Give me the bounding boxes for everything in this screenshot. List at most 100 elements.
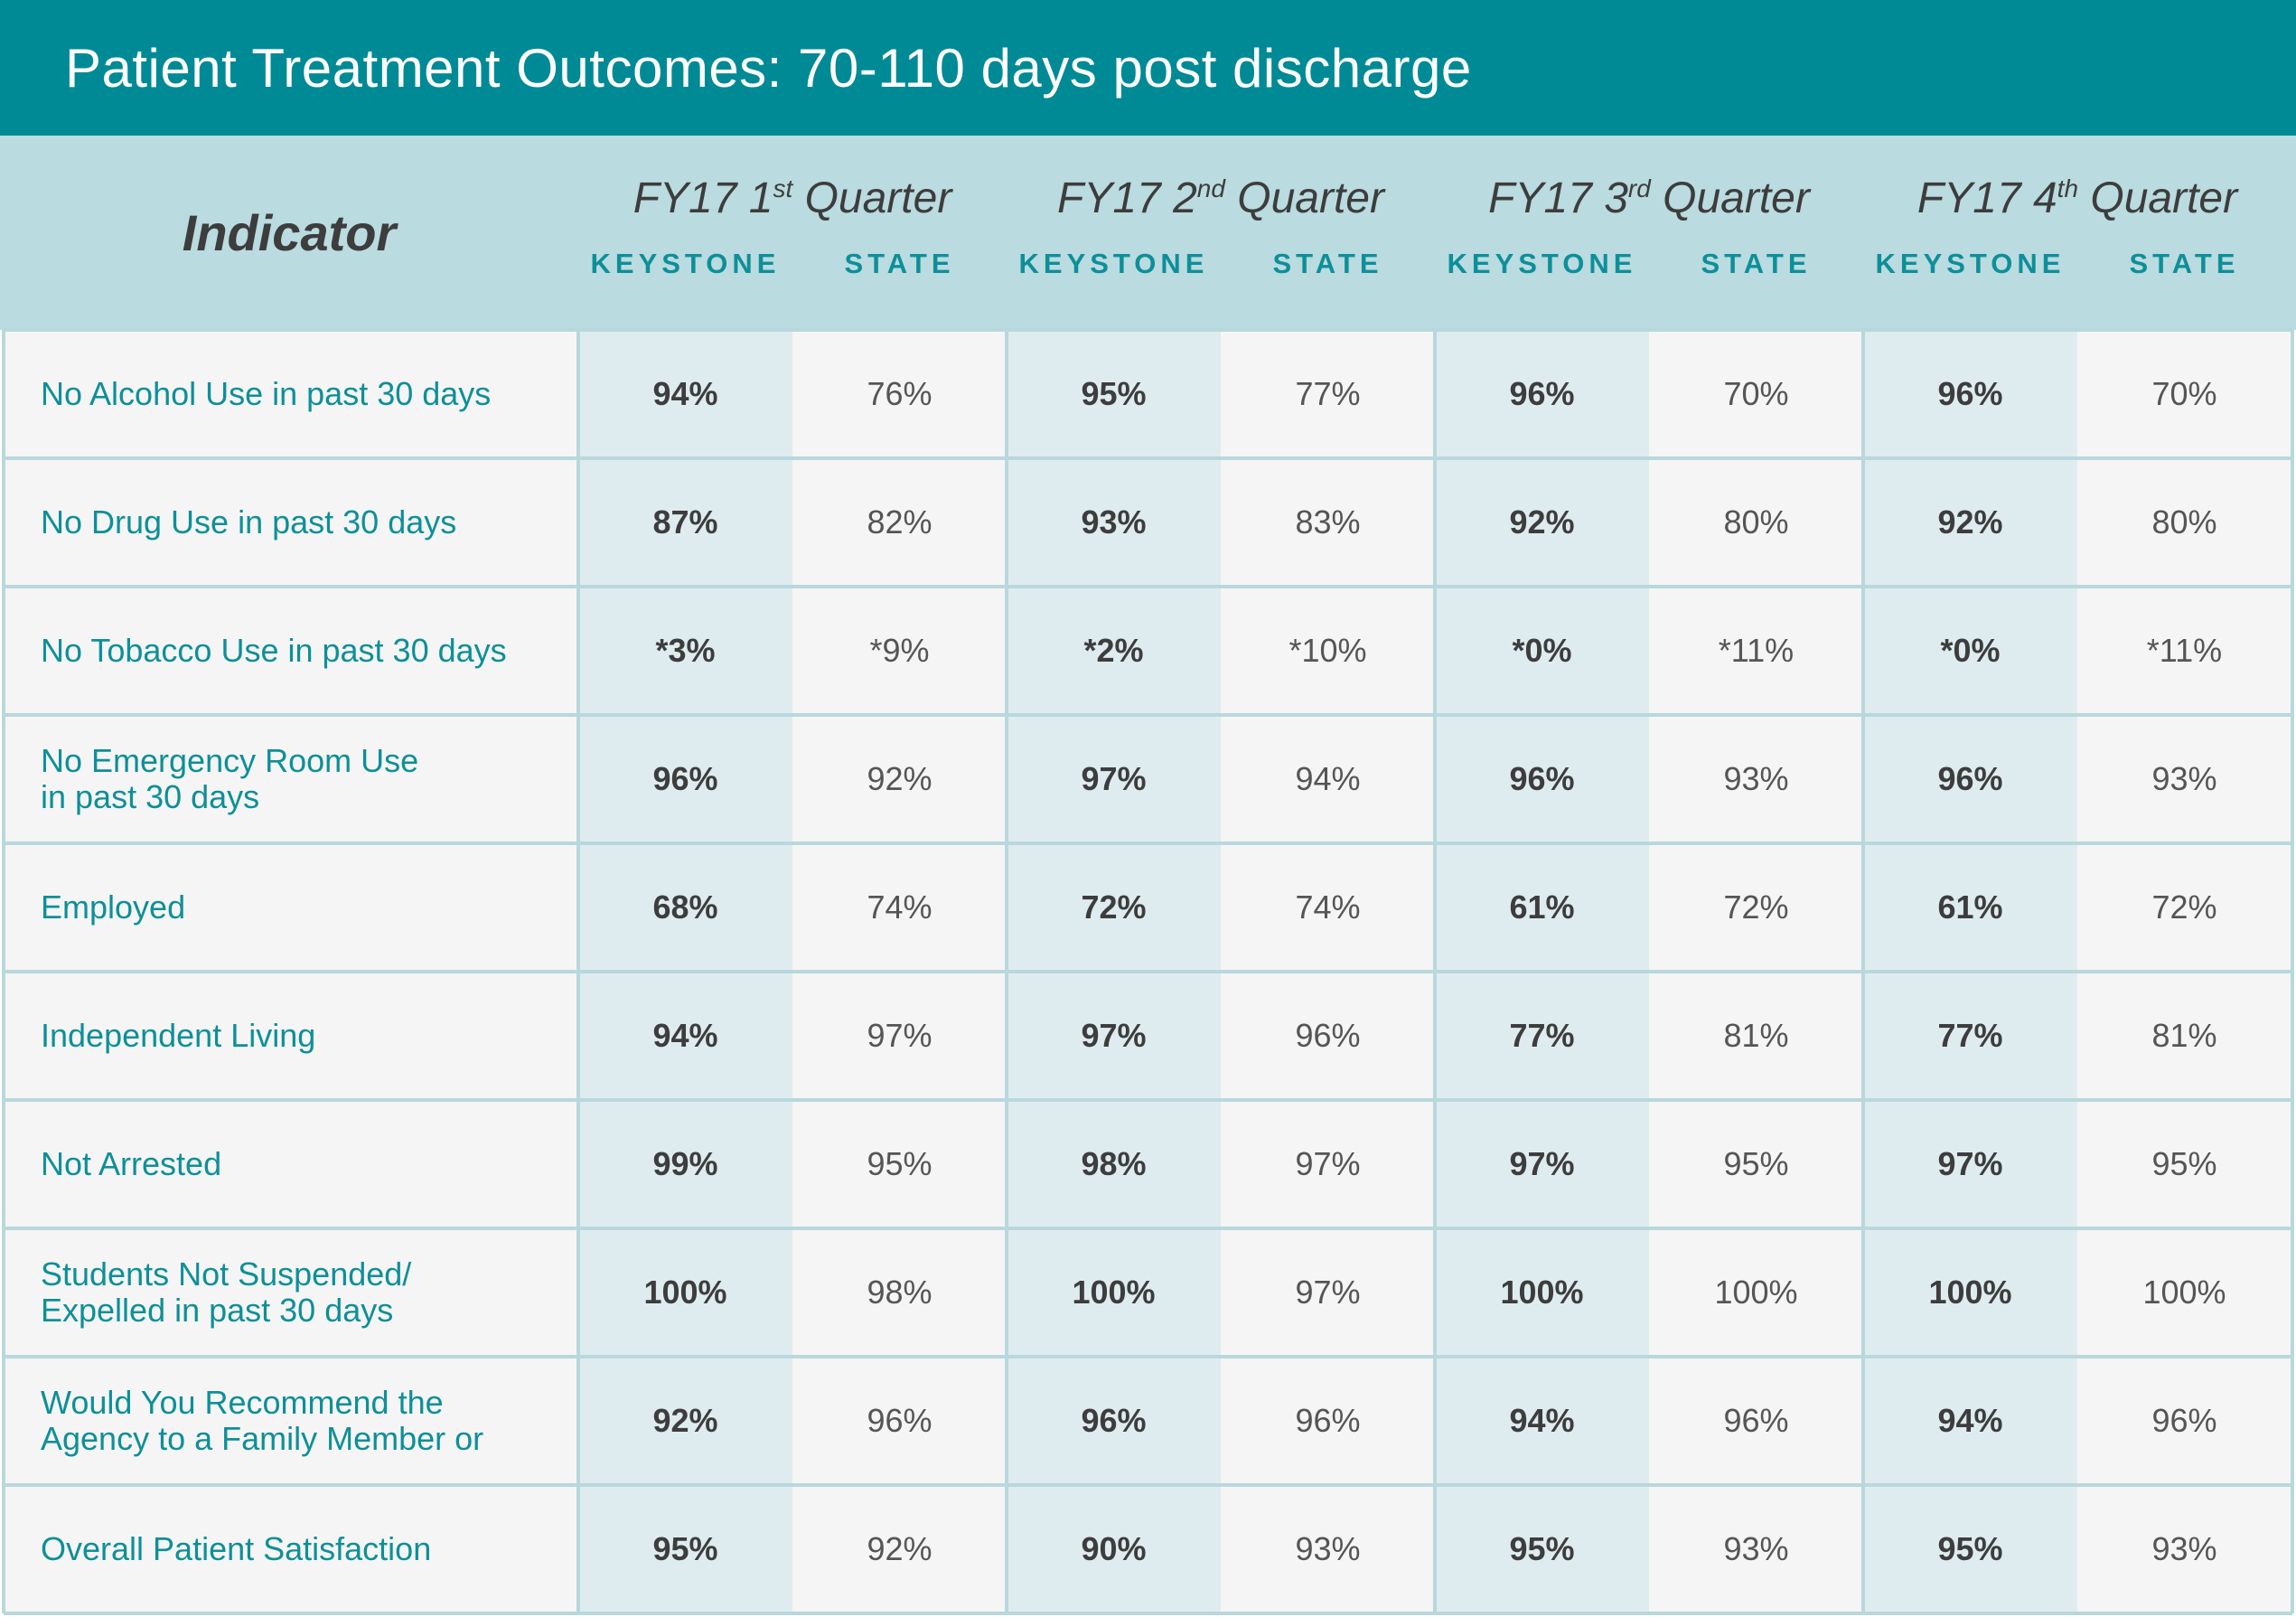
state-column-header: STATE bbox=[2129, 248, 2240, 279]
keystone-value-cell: 96% bbox=[1509, 375, 1575, 412]
indicator-label: No Emergency Room Use in past 30 days bbox=[41, 742, 419, 815]
state-value-cell: 72% bbox=[2151, 888, 2217, 926]
state-value-cell: *10% bbox=[1289, 632, 1367, 669]
quarter-header-ordinal: nd bbox=[1196, 174, 1225, 202]
quarter-header-prefix: FY17 4 bbox=[1916, 174, 2057, 222]
keystone-value-cell: *0% bbox=[1940, 632, 2001, 669]
keystone-value-cell: 97% bbox=[1509, 1145, 1575, 1182]
keystone-value-cell: 95% bbox=[1937, 1530, 2003, 1567]
indicator-label: Employed bbox=[41, 888, 186, 926]
keystone-value-cell: 97% bbox=[1937, 1145, 2003, 1182]
keystone-value-cell: 95% bbox=[1509, 1530, 1575, 1567]
state-value-cell: 100% bbox=[1714, 1274, 1798, 1311]
state-value-cell: 93% bbox=[1723, 1530, 1789, 1567]
state-value-cell: 92% bbox=[867, 760, 932, 797]
quarter-header-suffix: Quarter bbox=[1650, 174, 1810, 222]
keystone-column-header: KEYSTONE bbox=[590, 248, 781, 279]
keystone-value-cell: 96% bbox=[1081, 1402, 1147, 1439]
keystone-column-header: KEYSTONE bbox=[1447, 248, 1637, 279]
indicator-label: Overall Patient Satisfaction bbox=[41, 1530, 432, 1567]
state-value-cell: 80% bbox=[1723, 503, 1789, 541]
state-value-cell: 93% bbox=[2151, 1530, 2217, 1567]
keystone-column-header: KEYSTONE bbox=[1018, 248, 1209, 279]
keystone-value-cell: *2% bbox=[1083, 632, 1144, 669]
keystone-value-cell: 68% bbox=[652, 888, 718, 926]
state-value-cell: 97% bbox=[1295, 1274, 1361, 1311]
keystone-value-cell: 93% bbox=[1081, 503, 1147, 541]
state-value-cell: 83% bbox=[1295, 503, 1361, 541]
state-value-cell: 97% bbox=[1295, 1145, 1361, 1182]
title-bar: Patient Treatment Outcomes: 70-110 days … bbox=[0, 0, 2296, 136]
keystone-value-cell: 97% bbox=[1081, 1017, 1147, 1054]
keystone-value-cell: 61% bbox=[1937, 888, 2003, 926]
state-value-cell: 95% bbox=[2151, 1145, 2217, 1182]
state-value-cell: 94% bbox=[1295, 760, 1361, 797]
indicator-label: Independent Living bbox=[41, 1017, 316, 1054]
keystone-value-cell: 99% bbox=[652, 1145, 718, 1182]
keystone-value-cell: 96% bbox=[652, 760, 718, 797]
quarter-header-prefix: FY17 1 bbox=[633, 174, 773, 222]
quarter-header-prefix: FY17 3 bbox=[1488, 174, 1628, 222]
keystone-column-header: KEYSTONE bbox=[1875, 248, 2066, 279]
keystone-value-cell: 72% bbox=[1081, 888, 1147, 926]
keystone-value-cell: 96% bbox=[1937, 760, 2003, 797]
indicator-label: Would You Recommend the Agency to a Fami… bbox=[41, 1384, 484, 1457]
keystone-value-cell: *0% bbox=[1512, 632, 1572, 669]
keystone-value-cell: 96% bbox=[1937, 375, 2003, 412]
keystone-value-cell: 95% bbox=[652, 1530, 718, 1567]
state-value-cell: 93% bbox=[2151, 760, 2217, 797]
state-value-cell: *9% bbox=[869, 632, 930, 669]
state-value-cell: 76% bbox=[867, 375, 932, 412]
state-value-cell: 70% bbox=[2151, 375, 2217, 412]
keystone-value-cell: 94% bbox=[1937, 1402, 2003, 1439]
keystone-value-cell: 97% bbox=[1081, 760, 1147, 797]
state-value-cell: 95% bbox=[867, 1145, 932, 1182]
keystone-value-cell: 77% bbox=[1937, 1017, 2003, 1054]
quarter-header-suffix: Quarter bbox=[792, 174, 952, 222]
quarter-header-ordinal: rd bbox=[1627, 174, 1651, 202]
keystone-value-cell: 77% bbox=[1509, 1017, 1575, 1054]
indicator-label: No Drug Use in past 30 days bbox=[41, 503, 457, 541]
state-column-header: STATE bbox=[844, 248, 955, 279]
keystone-value-cell: 100% bbox=[1072, 1274, 1156, 1311]
indicator-label: No Alcohol Use in past 30 days bbox=[41, 375, 492, 412]
keystone-value-cell: 92% bbox=[1937, 503, 2003, 541]
keystone-value-cell: 98% bbox=[1081, 1145, 1147, 1182]
quarter-header-suffix: Quarter bbox=[1224, 174, 1384, 222]
keystone-value-cell: 92% bbox=[1509, 503, 1575, 541]
indicator-column-header: Indicator bbox=[182, 204, 397, 261]
keystone-value-cell: 94% bbox=[1509, 1402, 1575, 1439]
state-value-cell: 96% bbox=[1723, 1402, 1789, 1439]
indicator-label: Students Not Suspended/ Expelled in past… bbox=[41, 1255, 412, 1329]
keystone-value-cell: 94% bbox=[652, 1017, 718, 1054]
keystone-value-cell: 94% bbox=[652, 375, 718, 412]
state-value-cell: 80% bbox=[2151, 503, 2217, 541]
header-band bbox=[0, 136, 2296, 330]
state-value-cell: 72% bbox=[1723, 888, 1789, 926]
state-value-cell: 74% bbox=[1295, 888, 1361, 926]
state-value-cell: 95% bbox=[1723, 1145, 1789, 1182]
quarter-header-suffix: Quarter bbox=[2078, 174, 2238, 222]
state-column-header: STATE bbox=[1701, 248, 1812, 279]
state-value-cell: *11% bbox=[1718, 632, 1795, 669]
state-value-cell: 96% bbox=[1295, 1017, 1361, 1054]
quarter-header-prefix: FY17 2 bbox=[1057, 174, 1197, 222]
quarter-header: FY17 4th Quarter bbox=[1863, 174, 2291, 237]
state-value-cell: 96% bbox=[2151, 1402, 2217, 1439]
state-value-cell: 77% bbox=[1295, 375, 1361, 412]
state-value-cell: 93% bbox=[1295, 1530, 1361, 1567]
state-value-cell: 97% bbox=[867, 1017, 932, 1054]
state-value-cell: 82% bbox=[867, 503, 932, 541]
keystone-value-cell: 90% bbox=[1081, 1530, 1147, 1567]
keystone-value-cell: 87% bbox=[652, 503, 718, 541]
state-value-cell: 92% bbox=[867, 1530, 932, 1567]
keystone-value-cell: 96% bbox=[1509, 760, 1575, 797]
quarter-header-ordinal: st bbox=[773, 174, 793, 202]
indicator-label: No Tobacco Use in past 30 days bbox=[41, 632, 507, 669]
keystone-value-cell: 100% bbox=[1928, 1274, 2012, 1311]
state-value-cell: 70% bbox=[1723, 375, 1789, 412]
page-title: Patient Treatment Outcomes: 70-110 days … bbox=[65, 37, 1472, 99]
state-column-header: STATE bbox=[1272, 248, 1383, 279]
